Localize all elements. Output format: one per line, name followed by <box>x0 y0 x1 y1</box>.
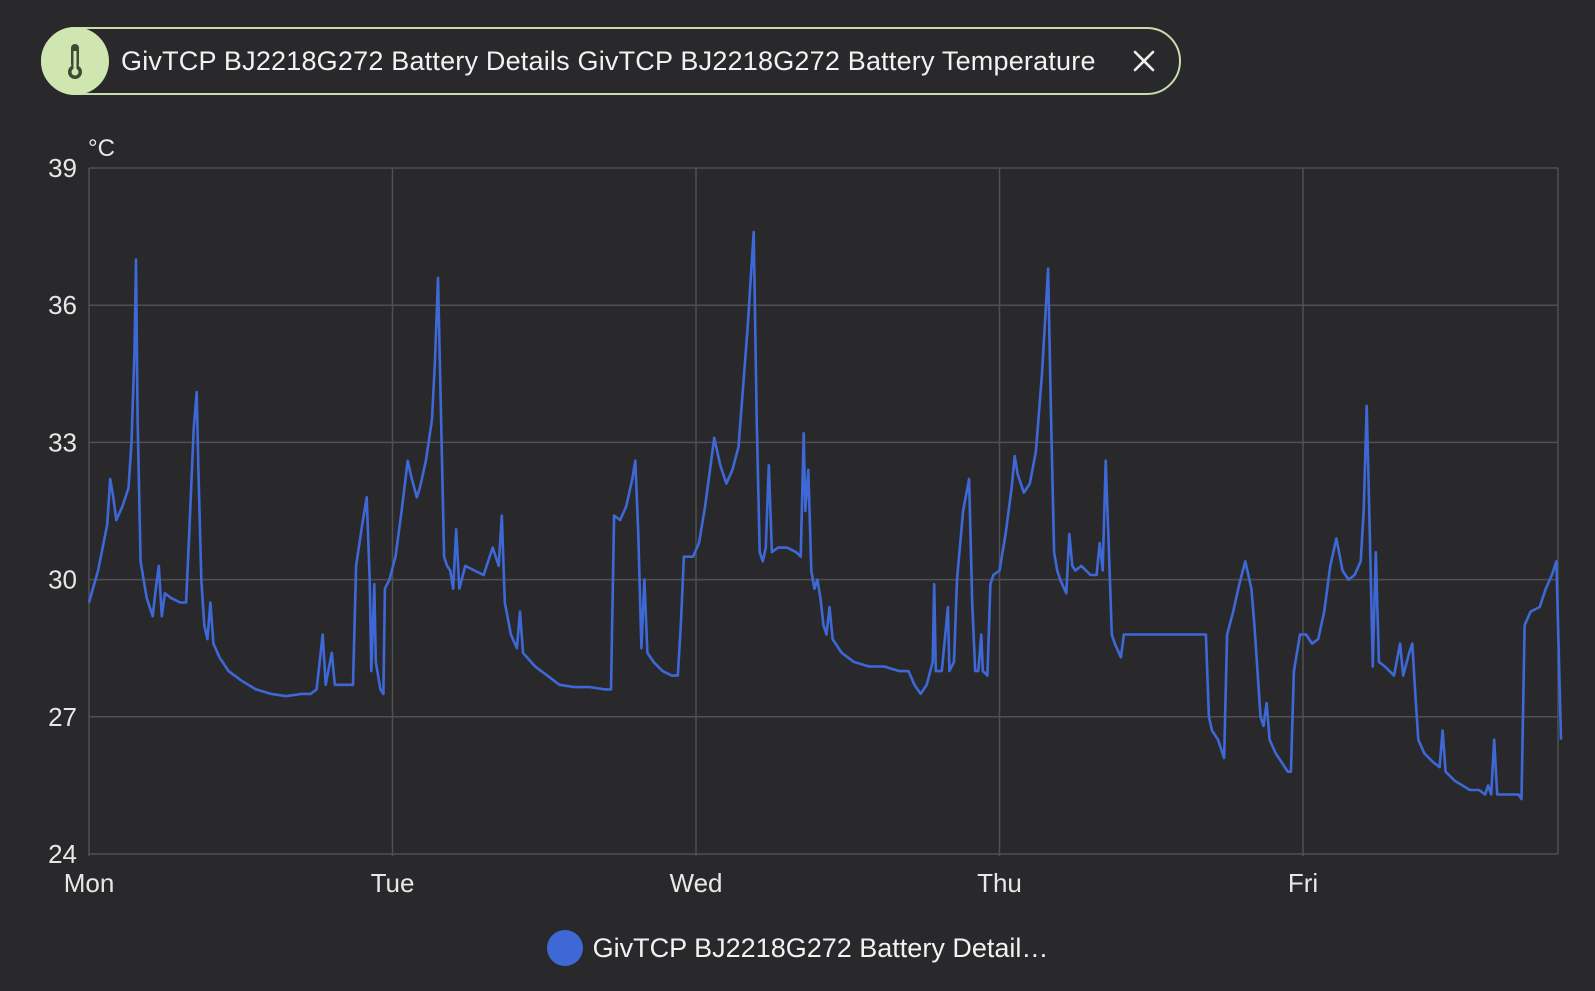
y-axis-unit: °C <box>88 135 115 162</box>
x-tick-label: Wed <box>670 868 723 898</box>
series-line <box>87 230 1563 801</box>
y-tick-label: 33 <box>48 427 77 457</box>
chip-label: GivTCP BJ2218G272 Battery Details GivTCP… <box>121 45 1096 76</box>
series-layer <box>87 230 1563 801</box>
legend-series-marker <box>546 930 583 966</box>
y-tick-label: 39 <box>48 153 77 183</box>
x-tick-label: Thu <box>977 868 1022 898</box>
x-tick-label: Tue <box>371 868 415 898</box>
thermometer-icon <box>41 27 109 95</box>
legend[interactable]: GivTCP BJ2218G272 Battery Detail… <box>0 930 1595 966</box>
close-icon[interactable] <box>1127 44 1161 78</box>
y-axis-ticks: 24 27 30 33 36 39 <box>48 153 77 869</box>
x-tick-label: Fri <box>1288 868 1318 898</box>
x-tick-label: Mon <box>64 868 115 898</box>
entity-filter-chip[interactable]: GivTCP BJ2218G272 Battery Details GivTCP… <box>41 27 1181 95</box>
y-tick-label: 30 <box>48 565 77 595</box>
legend-series-label: GivTCP BJ2218G272 Battery Detail… <box>592 932 1049 963</box>
y-tick-label: 24 <box>48 839 77 869</box>
y-tick-label: 27 <box>48 702 77 732</box>
x-axis-ticks: Mon Tue Wed Thu Fri <box>64 868 1318 898</box>
chart-grid <box>88 167 1559 856</box>
y-tick-label: 36 <box>48 290 77 320</box>
